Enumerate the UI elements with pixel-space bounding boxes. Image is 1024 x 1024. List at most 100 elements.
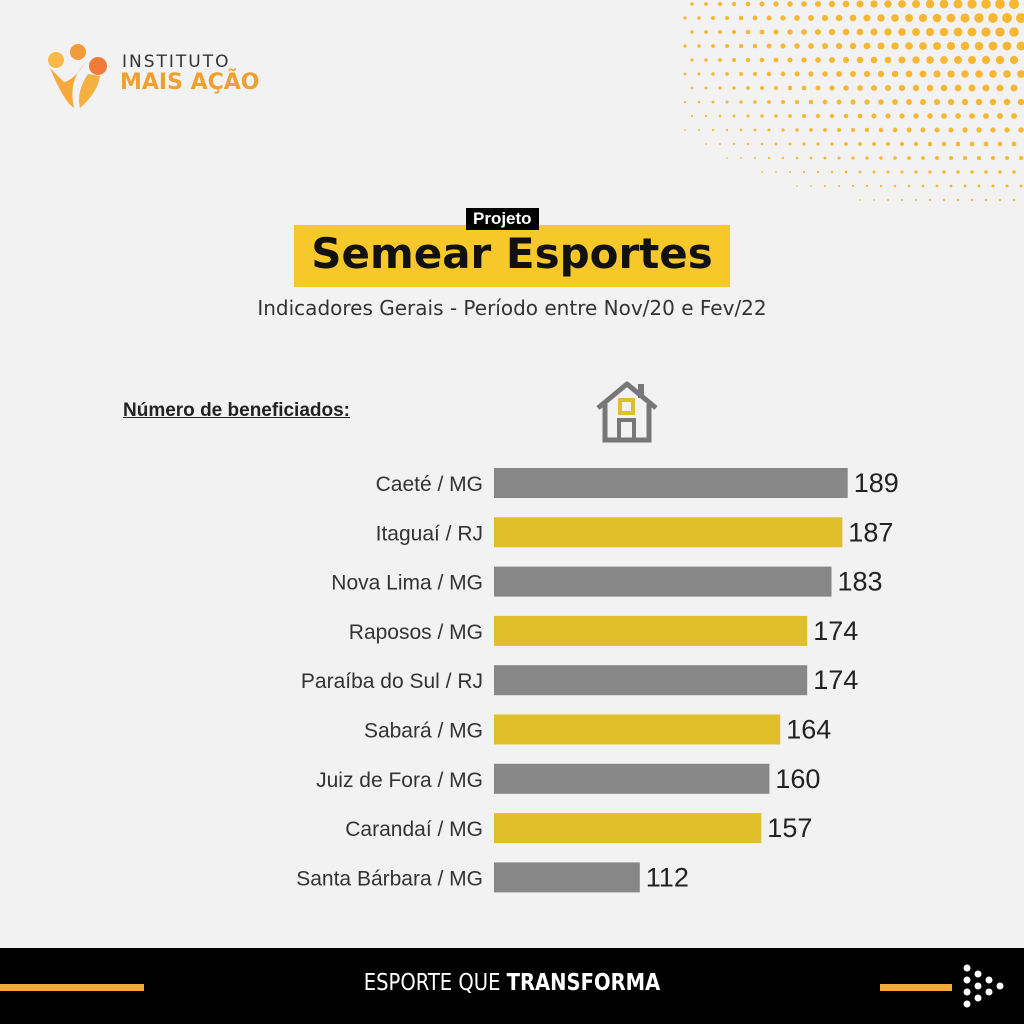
decor-dot bbox=[780, 71, 786, 77]
decor-dot bbox=[870, 0, 878, 8]
decorative-dot-pattern bbox=[683, 0, 1024, 202]
decor-dot bbox=[949, 156, 953, 160]
decor-dot bbox=[967, 0, 977, 9]
decor-dot bbox=[960, 13, 970, 23]
decor-dot bbox=[767, 156, 771, 160]
decor-dot bbox=[961, 70, 969, 78]
decor-dot bbox=[704, 30, 708, 34]
decor-dot bbox=[842, 0, 850, 8]
category-label: Santa Bárbara / MG bbox=[296, 867, 483, 890]
project-tag: Projeto bbox=[466, 208, 539, 230]
decor-dot bbox=[752, 15, 758, 21]
decor-dot bbox=[795, 156, 799, 160]
decor-dot bbox=[739, 128, 743, 132]
category-label: Nova Lima / MG bbox=[331, 572, 483, 595]
decor-dot bbox=[781, 156, 785, 160]
decor-dot bbox=[711, 128, 715, 132]
decor-dot bbox=[836, 127, 842, 133]
decor-dot bbox=[802, 142, 806, 146]
decor-dot bbox=[828, 0, 836, 8]
decor-dot bbox=[740, 157, 742, 159]
decor-dot bbox=[718, 86, 722, 90]
decor-dot bbox=[683, 44, 687, 48]
decor-dot bbox=[970, 170, 974, 174]
decor-dot bbox=[801, 1, 807, 7]
decor-dot bbox=[955, 113, 961, 119]
decor-dot bbox=[859, 199, 861, 201]
decor-dot bbox=[947, 70, 955, 78]
decor-dot bbox=[732, 86, 736, 90]
decor-dot bbox=[794, 15, 800, 21]
decor-dot bbox=[1003, 70, 1011, 78]
decor-dot bbox=[892, 127, 898, 133]
decor-dot bbox=[947, 98, 955, 106]
decor-dot bbox=[984, 170, 988, 174]
decor-dot bbox=[690, 86, 694, 90]
decor-dot bbox=[906, 99, 912, 105]
decor-dot bbox=[939, 0, 949, 9]
decor-dot bbox=[913, 113, 919, 119]
decor-dot bbox=[863, 70, 871, 78]
decor-dot bbox=[1008, 0, 1020, 10]
decor-dot bbox=[928, 170, 932, 174]
decor-dot bbox=[898, 0, 906, 8]
decor-dot bbox=[835, 42, 843, 50]
category-label: Caeté / MG bbox=[376, 473, 483, 496]
decor-dot bbox=[1002, 41, 1012, 51]
decor-dot bbox=[990, 155, 996, 161]
decor-dot bbox=[1018, 155, 1024, 161]
decor-dot bbox=[906, 127, 912, 133]
decor-dot bbox=[739, 100, 743, 104]
decor-dot bbox=[759, 85, 765, 91]
decor-dot bbox=[900, 198, 904, 202]
decor-dot bbox=[932, 13, 942, 23]
decor-dot bbox=[898, 84, 906, 92]
decor-dot bbox=[1012, 170, 1016, 174]
decor-dot bbox=[893, 156, 897, 160]
decor-dot bbox=[690, 30, 694, 34]
decor-dot bbox=[946, 41, 956, 51]
decor-dot bbox=[970, 198, 974, 202]
decor-dot bbox=[954, 56, 962, 64]
value-label: 174 bbox=[813, 665, 858, 695]
bar bbox=[494, 714, 781, 745]
decor-dot bbox=[975, 98, 983, 106]
footer-line-left bbox=[0, 984, 144, 991]
decor-dot bbox=[863, 14, 871, 22]
decor-dot bbox=[1009, 27, 1019, 37]
decor-dot bbox=[864, 127, 870, 133]
decor-dot bbox=[914, 170, 918, 174]
decor-dot bbox=[884, 56, 892, 64]
decor-dot bbox=[891, 70, 899, 78]
decor-dot bbox=[759, 1, 765, 7]
decor-dot bbox=[998, 198, 1002, 202]
category-label: Sabará / MG bbox=[364, 720, 483, 743]
decor-dot bbox=[983, 141, 989, 147]
decor-dot bbox=[774, 142, 778, 146]
decor-dot bbox=[704, 114, 708, 118]
decor-dot bbox=[704, 2, 708, 6]
decor-dot bbox=[1015, 12, 1024, 24]
decor-dot bbox=[871, 85, 877, 91]
category-label: Itaguaí / RJ bbox=[376, 522, 483, 545]
decor-dot bbox=[711, 16, 715, 20]
decor-dot bbox=[878, 127, 884, 133]
decor-dot bbox=[726, 157, 728, 159]
decor-dot bbox=[836, 71, 842, 77]
decor-dot bbox=[732, 58, 736, 62]
decor-dot bbox=[988, 41, 998, 51]
decor-dot bbox=[865, 156, 869, 160]
decor-dot bbox=[828, 28, 836, 36]
decor-dot bbox=[753, 128, 757, 132]
value-label: 164 bbox=[786, 715, 831, 745]
decor-dot bbox=[844, 142, 848, 146]
decor-dot bbox=[843, 85, 849, 91]
decor-dot bbox=[760, 114, 764, 118]
decor-dot bbox=[857, 85, 863, 91]
decor-dot bbox=[940, 56, 948, 64]
decor-dot bbox=[794, 43, 800, 49]
value-label: 160 bbox=[775, 764, 820, 794]
decor-dot bbox=[732, 114, 736, 118]
decor-dot bbox=[989, 98, 997, 106]
decor-dot bbox=[976, 127, 982, 133]
